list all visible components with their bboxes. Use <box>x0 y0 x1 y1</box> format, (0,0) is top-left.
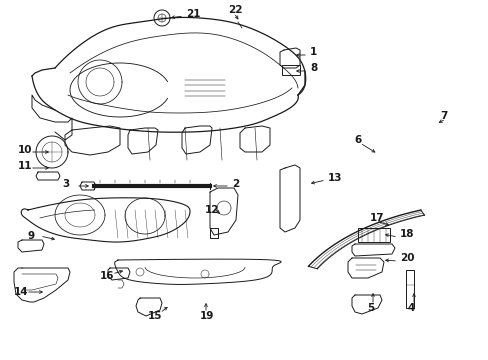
Bar <box>405 270 413 308</box>
Text: 19: 19 <box>200 311 214 321</box>
Text: 14: 14 <box>14 287 29 297</box>
Text: 12: 12 <box>204 205 219 215</box>
Text: 17: 17 <box>369 213 384 223</box>
Text: 8: 8 <box>309 63 317 73</box>
Text: 13: 13 <box>327 173 342 183</box>
Text: 21: 21 <box>185 9 200 19</box>
Text: 1: 1 <box>309 47 317 57</box>
Text: 7: 7 <box>439 111 447 121</box>
Text: 10: 10 <box>18 145 32 155</box>
Text: 15: 15 <box>148 311 162 321</box>
Text: 4: 4 <box>407 303 414 313</box>
Bar <box>282 65 299 75</box>
Text: 16: 16 <box>100 271 114 281</box>
Text: 5: 5 <box>366 303 373 313</box>
Text: 9: 9 <box>28 231 35 241</box>
Text: 6: 6 <box>353 135 361 145</box>
Text: 18: 18 <box>399 229 414 239</box>
Text: 20: 20 <box>399 253 414 263</box>
Text: 3: 3 <box>62 179 69 189</box>
Text: 22: 22 <box>227 5 242 15</box>
Text: 11: 11 <box>18 161 32 171</box>
Text: 2: 2 <box>231 179 239 189</box>
Bar <box>357 228 389 242</box>
